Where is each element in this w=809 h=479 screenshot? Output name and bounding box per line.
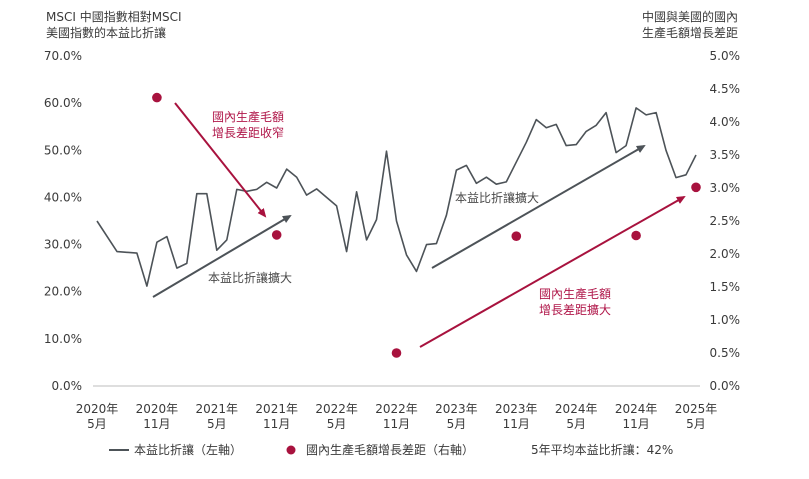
x-tick-label-year: 2024年	[555, 402, 598, 416]
left-tick-label: 40.0%	[44, 190, 82, 204]
x-tick-label-year: 2021年	[255, 402, 298, 416]
trend-arrow-1	[152, 214, 292, 298]
x-axis-ticks: 2020年5月2020年11月2021年5月2021年11月2022年5月202…	[76, 402, 718, 431]
x-tick-label-month: 11月	[503, 417, 530, 431]
annotation-pe-widen-2: 本益比折讓擴大	[455, 190, 539, 205]
x-tick-label-month: 11月	[143, 417, 170, 431]
right-tick-label: 1.5%	[710, 280, 741, 294]
x-tick-label-year: 2022年	[315, 402, 358, 416]
x-tick-label-month: 11月	[263, 417, 290, 431]
right-axis-ticks: 5.0% 4.5% 4.0% 3.5% 3.0% 2.5% 2.0% 1.5% 1.0% 0.5%…	[710, 49, 741, 393]
x-tick-label-month: 5月	[566, 417, 586, 431]
left-axis-title-line1: MSCI 中國指數相對MSCI	[46, 9, 182, 24]
x-tick-label-year: 2020年	[136, 402, 179, 416]
right-axis-title-line1: 中國與美國的國內	[642, 9, 738, 24]
right-tick-label: 5.0%	[710, 49, 741, 63]
x-tick-label-month: 11月	[622, 417, 649, 431]
gdp-gap-point	[631, 230, 641, 241]
left-tick-label: 10.0%	[44, 332, 82, 346]
x-tick-label-month: 5月	[87, 417, 107, 431]
x-tick-label-month: 5月	[447, 417, 467, 431]
x-tick-label-month: 5月	[327, 417, 347, 431]
gdp-gap-points	[152, 92, 701, 358]
annotation-gdp-narrow-line1: 國內生產毛額	[212, 109, 284, 124]
annotation-pe-widen-1: 本益比折讓擴大	[208, 270, 292, 285]
left-tick-label: 70.0%	[44, 49, 82, 63]
trend-arrow-2	[174, 102, 267, 218]
x-tick-label-year: 2022年	[375, 402, 418, 416]
gdp-gap-point	[271, 230, 282, 240]
trend-arrow-4	[419, 196, 686, 348]
x-tick-label-year: 2023年	[435, 402, 478, 416]
gdp-gap-point	[511, 231, 522, 241]
right-tick-label: 2.5%	[710, 214, 741, 228]
right-tick-label: 4.5%	[710, 82, 741, 96]
x-tick-label-year: 2024年	[615, 402, 658, 416]
legend: 本益比折讓（左軸） 國內生產毛額增長差距（右軸） 5年平均本益比折讓：42%	[109, 442, 673, 457]
x-tick-label-month: 5月	[207, 417, 227, 431]
gdp-gap-point	[391, 348, 402, 358]
right-tick-label: 4.0%	[710, 115, 741, 129]
right-tick-label: 3.0%	[710, 181, 741, 195]
right-tick-label: 3.5%	[710, 148, 741, 162]
annotation-gdp-narrow-line2: 增長差距收窄	[212, 125, 284, 140]
right-tick-label: 0.5%	[710, 346, 741, 360]
left-tick-label: 60.0%	[44, 96, 82, 110]
left-tick-label: 0.0%	[52, 379, 83, 393]
x-tick-label-year: 2025年	[675, 402, 718, 416]
x-tick-label-year: 2020年	[76, 402, 119, 416]
right-tick-label: 2.0%	[710, 247, 741, 261]
x-tick-label-year: 2023年	[495, 402, 538, 416]
legend-gdp-label: 國內生產毛額增長差距（右軸）	[306, 442, 474, 457]
x-tick-label-month: 11月	[383, 417, 410, 431]
x-tick-label-year: 2021年	[196, 402, 239, 416]
right-tick-label: 1.0%	[710, 313, 741, 327]
left-axis-title-line2: 美國指數的本益比折讓	[46, 25, 166, 40]
right-tick-label: 0.0%	[710, 379, 741, 393]
legend-pe-label: 本益比折讓（左軸）	[134, 442, 242, 457]
gdp-gap-point	[691, 182, 701, 193]
trend-arrow-3	[431, 145, 646, 269]
annotation-gdp-widen-line2: 增長差距擴大	[539, 302, 611, 317]
left-tick-label: 50.0%	[44, 143, 82, 157]
left-tick-label: 20.0%	[44, 285, 82, 299]
left-axis-ticks: 70.0% 60.0% 50.0% 40.0% 30.0% 20.0% 10.0% 0.0%	[44, 49, 82, 393]
legend-average-label: 5年平均本益比折讓：42%	[531, 442, 673, 457]
x-tick-label-month: 5月	[686, 417, 706, 431]
right-axis-title-line2: 生產毛額增長差距	[642, 25, 738, 40]
annotation-gdp-widen-line1: 國內生產毛額	[539, 286, 611, 301]
gdp-gap-point	[152, 92, 162, 103]
left-tick-label: 30.0%	[44, 238, 82, 252]
legend-dot-marker	[286, 445, 296, 455]
pe-discount-line	[96, 107, 697, 287]
